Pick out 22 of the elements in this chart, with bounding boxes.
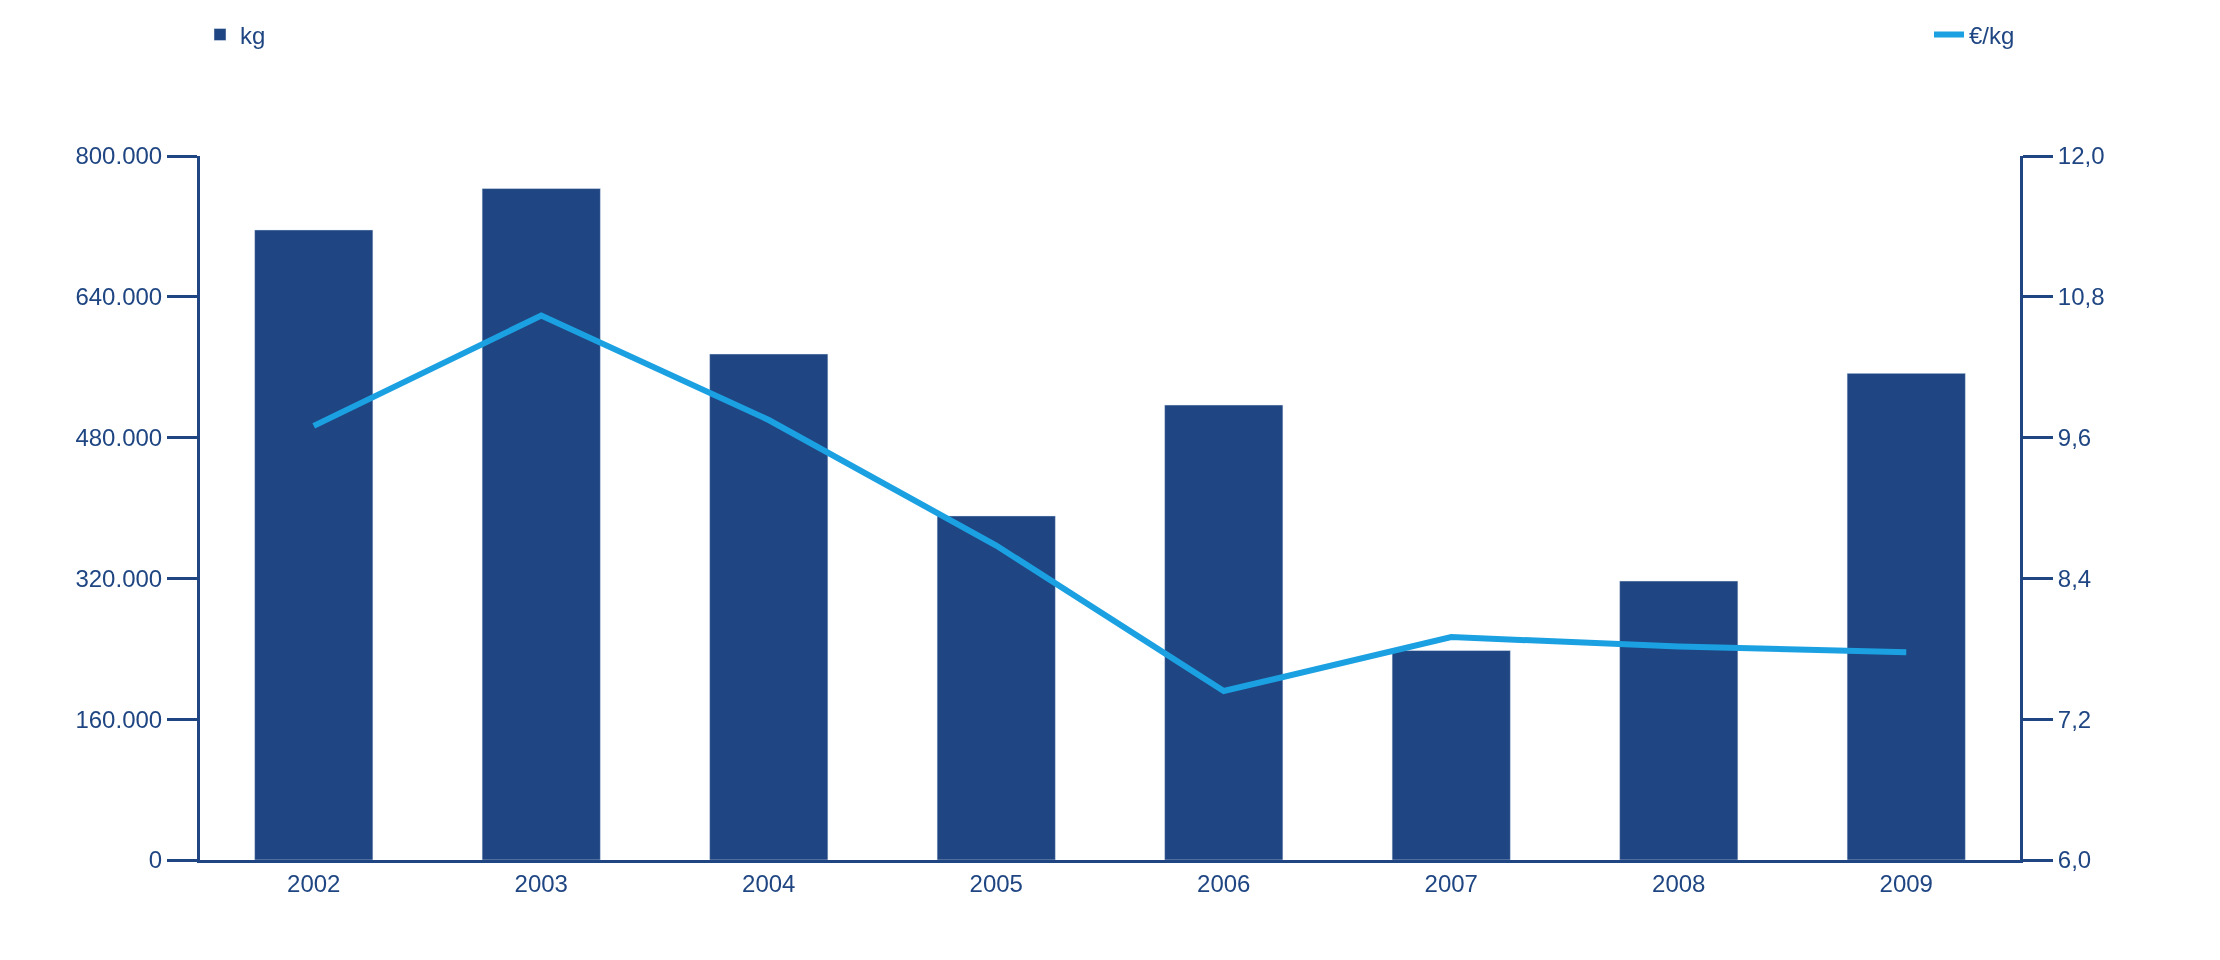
y2-tick-label: 9,6 <box>2057 424 2092 451</box>
legend-label: €/kg <box>1969 21 2015 49</box>
x-tick-label: 2006 <box>1197 869 1251 897</box>
x-tick-label: 2005 <box>969 869 1023 897</box>
y2-tick-label: 7,2 <box>2057 705 2092 733</box>
x-tick-label: 2002 <box>287 869 341 897</box>
y-tick-label: 160.000 <box>75 705 163 733</box>
x-tick-label: 2009 <box>1879 869 1933 897</box>
y2-tick-label: 8,4 <box>2057 564 2092 592</box>
y-tick-label: 800.000 <box>75 142 163 170</box>
y-tick-label: 640.000 <box>75 283 163 311</box>
y-tick-label: 480.000 <box>75 424 163 451</box>
x-tick-label: 2007 <box>1424 869 1478 897</box>
y-tick-label: 320.000 <box>75 564 163 592</box>
y-tick-label: 0 <box>148 846 163 874</box>
y2-tick-label: 10,8 <box>2057 283 2105 311</box>
x-tick-label: 2003 <box>514 869 568 897</box>
legend-label: kg <box>240 21 266 49</box>
y2-tick-label: 6,0 <box>2057 846 2092 874</box>
y2-tick-label: 12,0 <box>2057 142 2105 170</box>
x-tick-label: 2004 <box>742 869 796 897</box>
x-tick-label: 2008 <box>1652 869 1706 897</box>
